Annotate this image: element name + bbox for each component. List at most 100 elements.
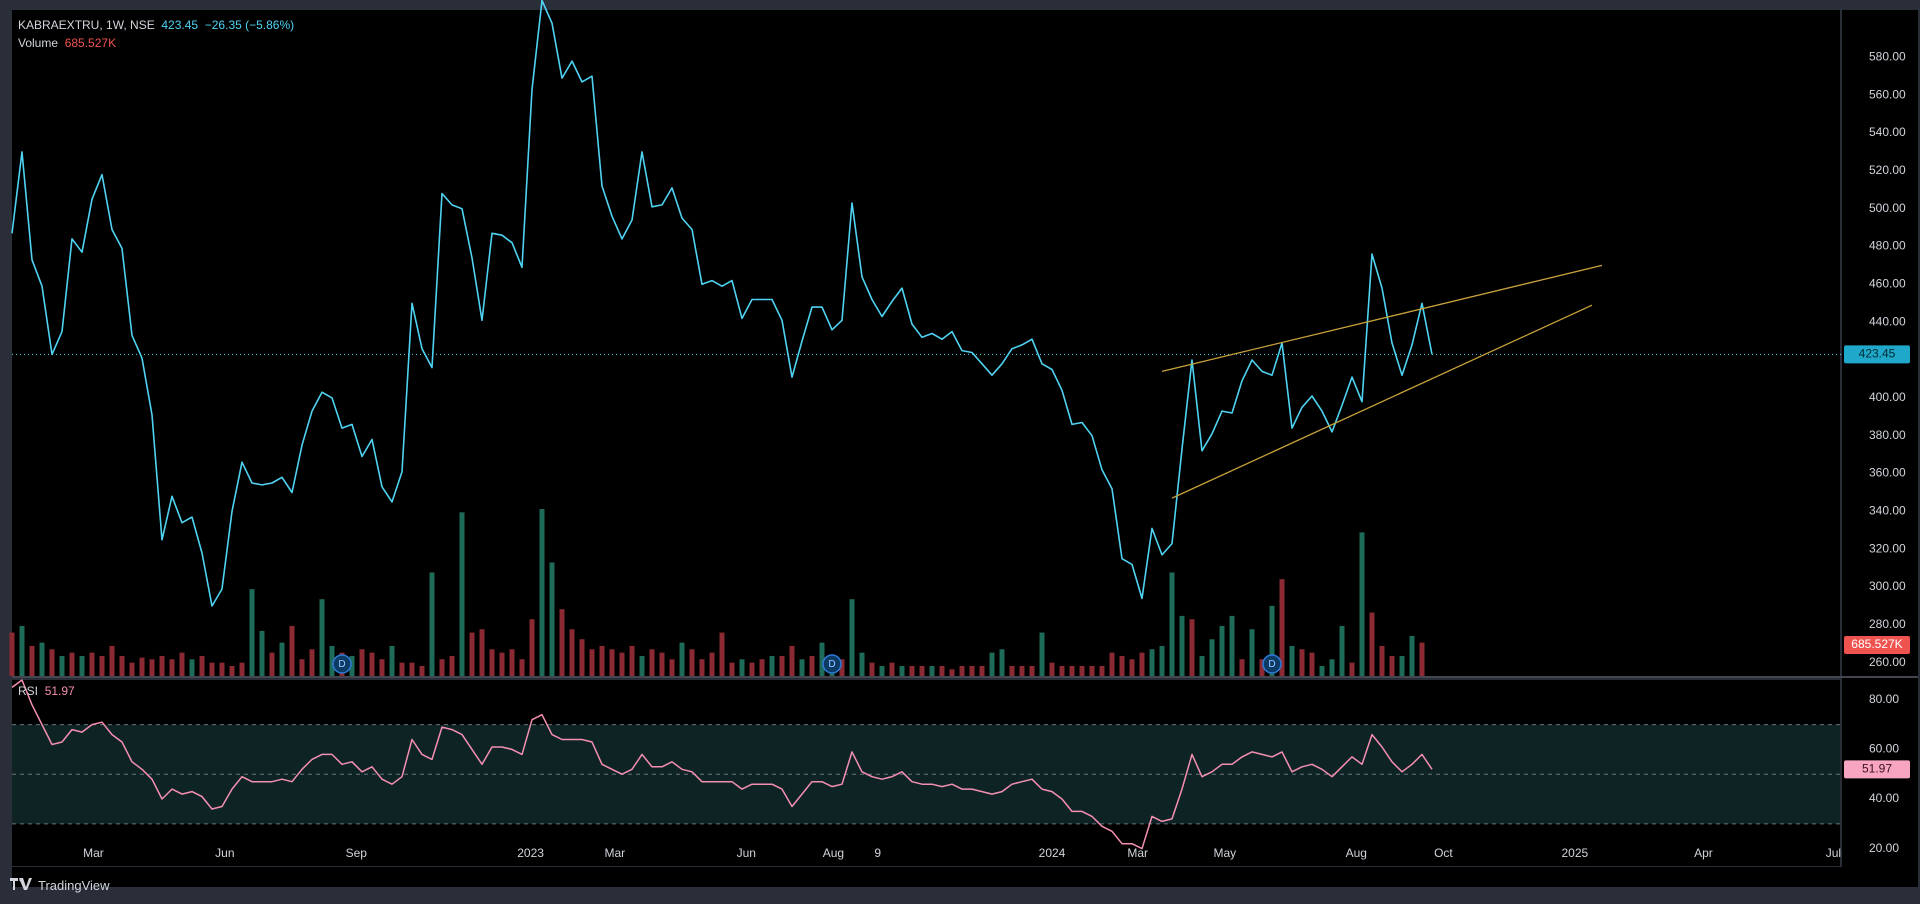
volume-bar <box>719 632 725 676</box>
volume-bar <box>949 669 955 676</box>
last-price-tag-box <box>1844 345 1910 364</box>
volume-bar <box>399 662 405 676</box>
time-tick-label: Mar <box>83 846 104 860</box>
volume-bar <box>259 630 265 676</box>
volume-bar <box>1259 659 1265 676</box>
volume-bar <box>1319 665 1325 676</box>
rsi-tick-label: 20.00 <box>1869 841 1899 855</box>
price-tick-label: 260.00 <box>1869 655 1906 669</box>
volume-bar <box>299 659 305 676</box>
volume-bar <box>509 649 515 676</box>
volume-bar <box>479 629 485 676</box>
volume-bar <box>629 645 635 676</box>
price-pane[interactable] <box>12 10 1840 676</box>
volume-bar <box>1269 605 1275 676</box>
volume-bar <box>919 665 925 676</box>
volume-bar <box>589 649 595 676</box>
price-tick-label: 540.00 <box>1869 125 1906 139</box>
volume-bar <box>1289 645 1295 676</box>
price-scale[interactable] <box>1842 10 1918 867</box>
volume-bar <box>649 649 655 676</box>
last-price: 423.45 <box>161 18 199 32</box>
volume-bar <box>619 652 625 676</box>
volume-bar <box>1349 662 1355 676</box>
volume-bar <box>819 642 825 676</box>
time-tick-label: Aug <box>1346 846 1367 860</box>
volume-bar <box>1159 645 1165 676</box>
volume-bar <box>839 659 845 676</box>
time-tick-label: Jun <box>737 846 756 860</box>
volume-bar <box>1029 665 1035 676</box>
rsi-tick-label: 40.00 <box>1869 791 1899 805</box>
tradingview-brand[interactable]: TradingView <box>10 877 110 893</box>
volume-bar <box>239 662 245 676</box>
lower-trendline[interactable] <box>1171 304 1593 499</box>
price-tick-label: 520.00 <box>1869 163 1906 177</box>
time-tick-label: Mar <box>605 846 626 860</box>
dividend-marker-icon[interactable] <box>822 654 842 674</box>
volume-bar <box>859 652 865 676</box>
volume-bar <box>849 599 855 676</box>
volume-bar <box>869 662 875 676</box>
time-tick-label: 9 <box>874 846 881 860</box>
volume-bar <box>699 659 705 676</box>
volume-bar <box>89 652 95 676</box>
dividend-marker-icon[interactable] <box>332 654 352 674</box>
last-price-tag: 423.45 <box>1859 347 1896 361</box>
price-tick-label: 320.00 <box>1869 541 1906 555</box>
volume-bar <box>1279 579 1285 676</box>
chart-legend: KABRAEXTRU, 1W, NSE 423.45 −26.35 (−5.86… <box>18 16 294 52</box>
price-tick-label: 580.00 <box>1869 49 1906 63</box>
volume-bar <box>1099 665 1105 676</box>
volume-bar <box>1039 632 1045 676</box>
upper-trendline[interactable] <box>1161 264 1603 373</box>
rsi-label[interactable]: RSI <box>18 684 39 698</box>
volume-bar <box>129 662 135 676</box>
volume-bar <box>1169 572 1175 676</box>
price-tick-label: 280.00 <box>1869 617 1906 631</box>
volume-bar <box>579 639 585 676</box>
volume-bar <box>809 655 815 676</box>
price-line[interactable] <box>11 0 1433 607</box>
volume-bar <box>759 659 765 676</box>
volume-bar <box>49 649 55 676</box>
volume-label[interactable]: Volume <box>18 36 59 50</box>
volume-bar <box>229 665 235 676</box>
volume-bar <box>439 659 445 676</box>
dividend-marker-label: D <box>1268 659 1275 670</box>
volume-bar <box>959 665 965 676</box>
rsi-value: 51.97 <box>44 684 75 698</box>
volume-bar <box>499 652 505 676</box>
volume-bar <box>1139 652 1145 676</box>
volume-bar <box>459 512 465 676</box>
volume-bar <box>659 652 665 676</box>
volume-bar <box>969 665 975 676</box>
price-tick-label: 560.00 <box>1869 87 1906 101</box>
price-tick-label: 440.00 <box>1869 314 1906 328</box>
price-tick-label: 360.00 <box>1869 466 1906 480</box>
time-tick-label: Aug <box>823 846 844 860</box>
price-change: −26.35 (−5.86%) <box>204 18 295 32</box>
volume-bar <box>199 655 205 676</box>
rsi-value-tag-box <box>1844 760 1910 779</box>
volume-bar <box>349 655 355 676</box>
volume-bar <box>139 657 145 676</box>
rsi-tick-label: 80.00 <box>1869 692 1899 706</box>
dividend-marker-icon[interactable] <box>1262 654 1282 674</box>
time-tick-label: Mar <box>1127 846 1148 860</box>
time-tick-label: 2023 <box>517 846 544 860</box>
time-scale[interactable] <box>12 867 1918 887</box>
volume-bar <box>99 655 105 676</box>
rsi-line[interactable] <box>11 679 1433 850</box>
rsi-value-tag: 51.97 <box>1862 762 1892 776</box>
volume-bar <box>159 655 165 676</box>
volume-bar <box>429 572 435 676</box>
price-tick-label: 400.00 <box>1869 390 1906 404</box>
volume-bar <box>1119 655 1125 676</box>
symbol-title[interactable]: KABRAEXTRU, 1W, NSE <box>18 18 155 32</box>
volume-bar <box>69 652 75 676</box>
volume-bar <box>1129 659 1135 676</box>
volume-bar <box>1419 642 1425 676</box>
time-tick-label: Apr <box>1694 846 1713 860</box>
